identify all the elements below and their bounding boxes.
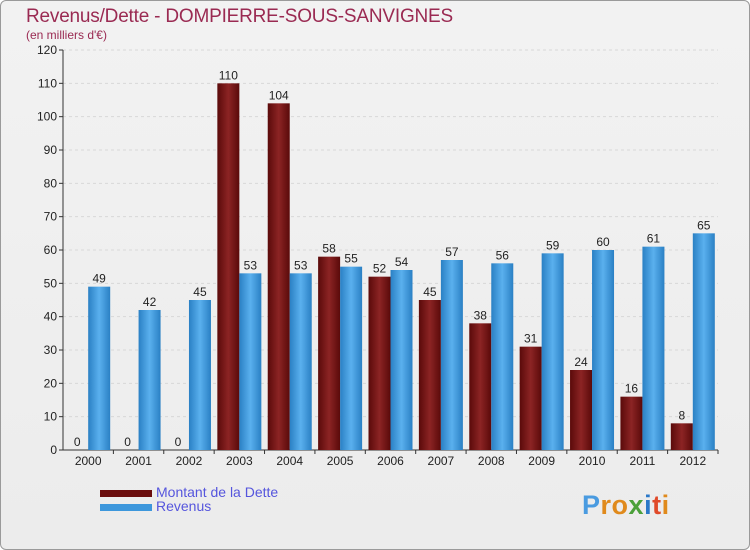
brand-letter: r bbox=[600, 490, 612, 520]
value-label-revenus: 60 bbox=[596, 235, 610, 249]
value-label-dette: 24 bbox=[574, 355, 588, 369]
y-tick-label: 20 bbox=[44, 376, 58, 390]
value-label-revenus: 53 bbox=[294, 258, 308, 272]
bar-dette bbox=[469, 323, 492, 450]
brand-letter: x bbox=[628, 490, 645, 520]
value-label-dette: 110 bbox=[219, 68, 238, 82]
x-tick-label: 2010 bbox=[579, 454, 606, 468]
y-tick-label: 10 bbox=[44, 410, 58, 424]
value-label-revenus: 55 bbox=[344, 252, 358, 266]
y-tick-label: 100 bbox=[37, 110, 57, 124]
bar-revenus bbox=[642, 246, 665, 450]
x-tick-label: 2002 bbox=[176, 454, 203, 468]
bar-dette bbox=[267, 103, 290, 450]
bar-dette bbox=[217, 83, 240, 450]
value-label-dette: 104 bbox=[269, 88, 289, 102]
bar-revenus bbox=[491, 263, 514, 450]
y-tick-label: 30 bbox=[44, 343, 58, 357]
value-label-dette: 31 bbox=[524, 332, 538, 346]
y-tick-label: 50 bbox=[44, 276, 58, 290]
value-label-revenus: 56 bbox=[496, 248, 510, 262]
brand-letter: o bbox=[611, 490, 629, 520]
value-label-revenus: 49 bbox=[93, 272, 107, 286]
y-tick-label: 90 bbox=[44, 143, 58, 157]
x-tick-label: 2009 bbox=[528, 454, 555, 468]
x-tick-label: 2005 bbox=[327, 454, 354, 468]
x-tick-label: 2008 bbox=[478, 454, 505, 468]
bar-revenus bbox=[340, 266, 363, 450]
value-label-revenus: 57 bbox=[445, 245, 459, 259]
brand-letter: P bbox=[582, 490, 601, 520]
value-label-revenus: 61 bbox=[647, 232, 661, 246]
value-label-revenus: 53 bbox=[244, 258, 258, 272]
brand-letter: t bbox=[652, 490, 662, 520]
bar-revenus bbox=[188, 300, 211, 450]
bar-dette bbox=[368, 276, 391, 450]
bar-dette bbox=[670, 423, 693, 450]
bars bbox=[88, 83, 715, 450]
y-tick-label: 0 bbox=[50, 443, 57, 457]
value-label-dette: 0 bbox=[175, 435, 182, 449]
value-label-dette: 8 bbox=[678, 408, 685, 422]
value-label-revenus: 54 bbox=[395, 255, 409, 269]
y-tick-label: 60 bbox=[44, 243, 58, 257]
bar-revenus bbox=[239, 273, 262, 450]
bar-revenus bbox=[592, 250, 615, 450]
value-label-dette: 0 bbox=[124, 435, 131, 449]
y-tick-label: 40 bbox=[44, 310, 58, 324]
bar-revenus bbox=[138, 310, 161, 450]
legend-label-dette: Montant de la Dette bbox=[156, 484, 279, 500]
y-tick-label: 70 bbox=[44, 210, 58, 224]
value-label-dette: 16 bbox=[625, 382, 639, 396]
value-label-dette: 45 bbox=[423, 285, 437, 299]
x-tick-label: 2011 bbox=[630, 454, 656, 468]
bar-dette bbox=[570, 370, 593, 450]
bar-revenus bbox=[541, 253, 564, 450]
labels: 0102030405060708090100110120200004920010… bbox=[37, 43, 711, 468]
bar-revenus bbox=[289, 273, 312, 450]
bar-revenus bbox=[440, 260, 463, 450]
brand-letter: i bbox=[644, 490, 653, 520]
bar-dette bbox=[620, 396, 643, 450]
bar-dette bbox=[519, 346, 542, 450]
chart-title: Revenus/Dette - DOMPIERRE-SOUS-SANVIGNES bbox=[26, 6, 453, 27]
value-label-dette: 52 bbox=[373, 262, 387, 276]
legend-swatch-revenus bbox=[100, 504, 152, 511]
x-tick-label: 2006 bbox=[377, 454, 404, 468]
brand-letter: i bbox=[661, 490, 670, 520]
x-tick-label: 2003 bbox=[226, 454, 253, 468]
y-tick-label: 110 bbox=[38, 76, 57, 90]
x-tick-label: 2000 bbox=[75, 454, 102, 468]
y-tick-label: 80 bbox=[44, 176, 58, 190]
value-label-dette: 38 bbox=[474, 308, 488, 322]
x-tick-label: 2004 bbox=[276, 454, 303, 468]
chart-subtitle: (en milliers d'€) bbox=[26, 28, 107, 42]
value-label-dette: 0 bbox=[74, 435, 81, 449]
bar-dette bbox=[318, 256, 341, 450]
x-tick-label: 2001 bbox=[125, 454, 152, 468]
bar-revenus bbox=[692, 233, 715, 450]
x-tick-label: 2012 bbox=[679, 454, 706, 468]
value-label-dette: 58 bbox=[322, 242, 336, 256]
brand-logo: Proxiti bbox=[582, 490, 670, 521]
value-label-revenus: 42 bbox=[143, 295, 157, 309]
bar-dette bbox=[418, 300, 441, 450]
legend-label-revenus: Revenus bbox=[156, 498, 212, 514]
value-label-revenus: 59 bbox=[546, 238, 560, 252]
value-label-revenus: 45 bbox=[193, 285, 207, 299]
bar-revenus bbox=[390, 270, 413, 450]
legend-swatch-dette bbox=[100, 490, 152, 497]
bar-revenus bbox=[88, 286, 111, 450]
x-tick-label: 2007 bbox=[428, 454, 455, 468]
value-label-revenus: 65 bbox=[697, 218, 711, 232]
grid-lines bbox=[63, 49, 718, 451]
y-tick-label: 120 bbox=[37, 43, 57, 57]
